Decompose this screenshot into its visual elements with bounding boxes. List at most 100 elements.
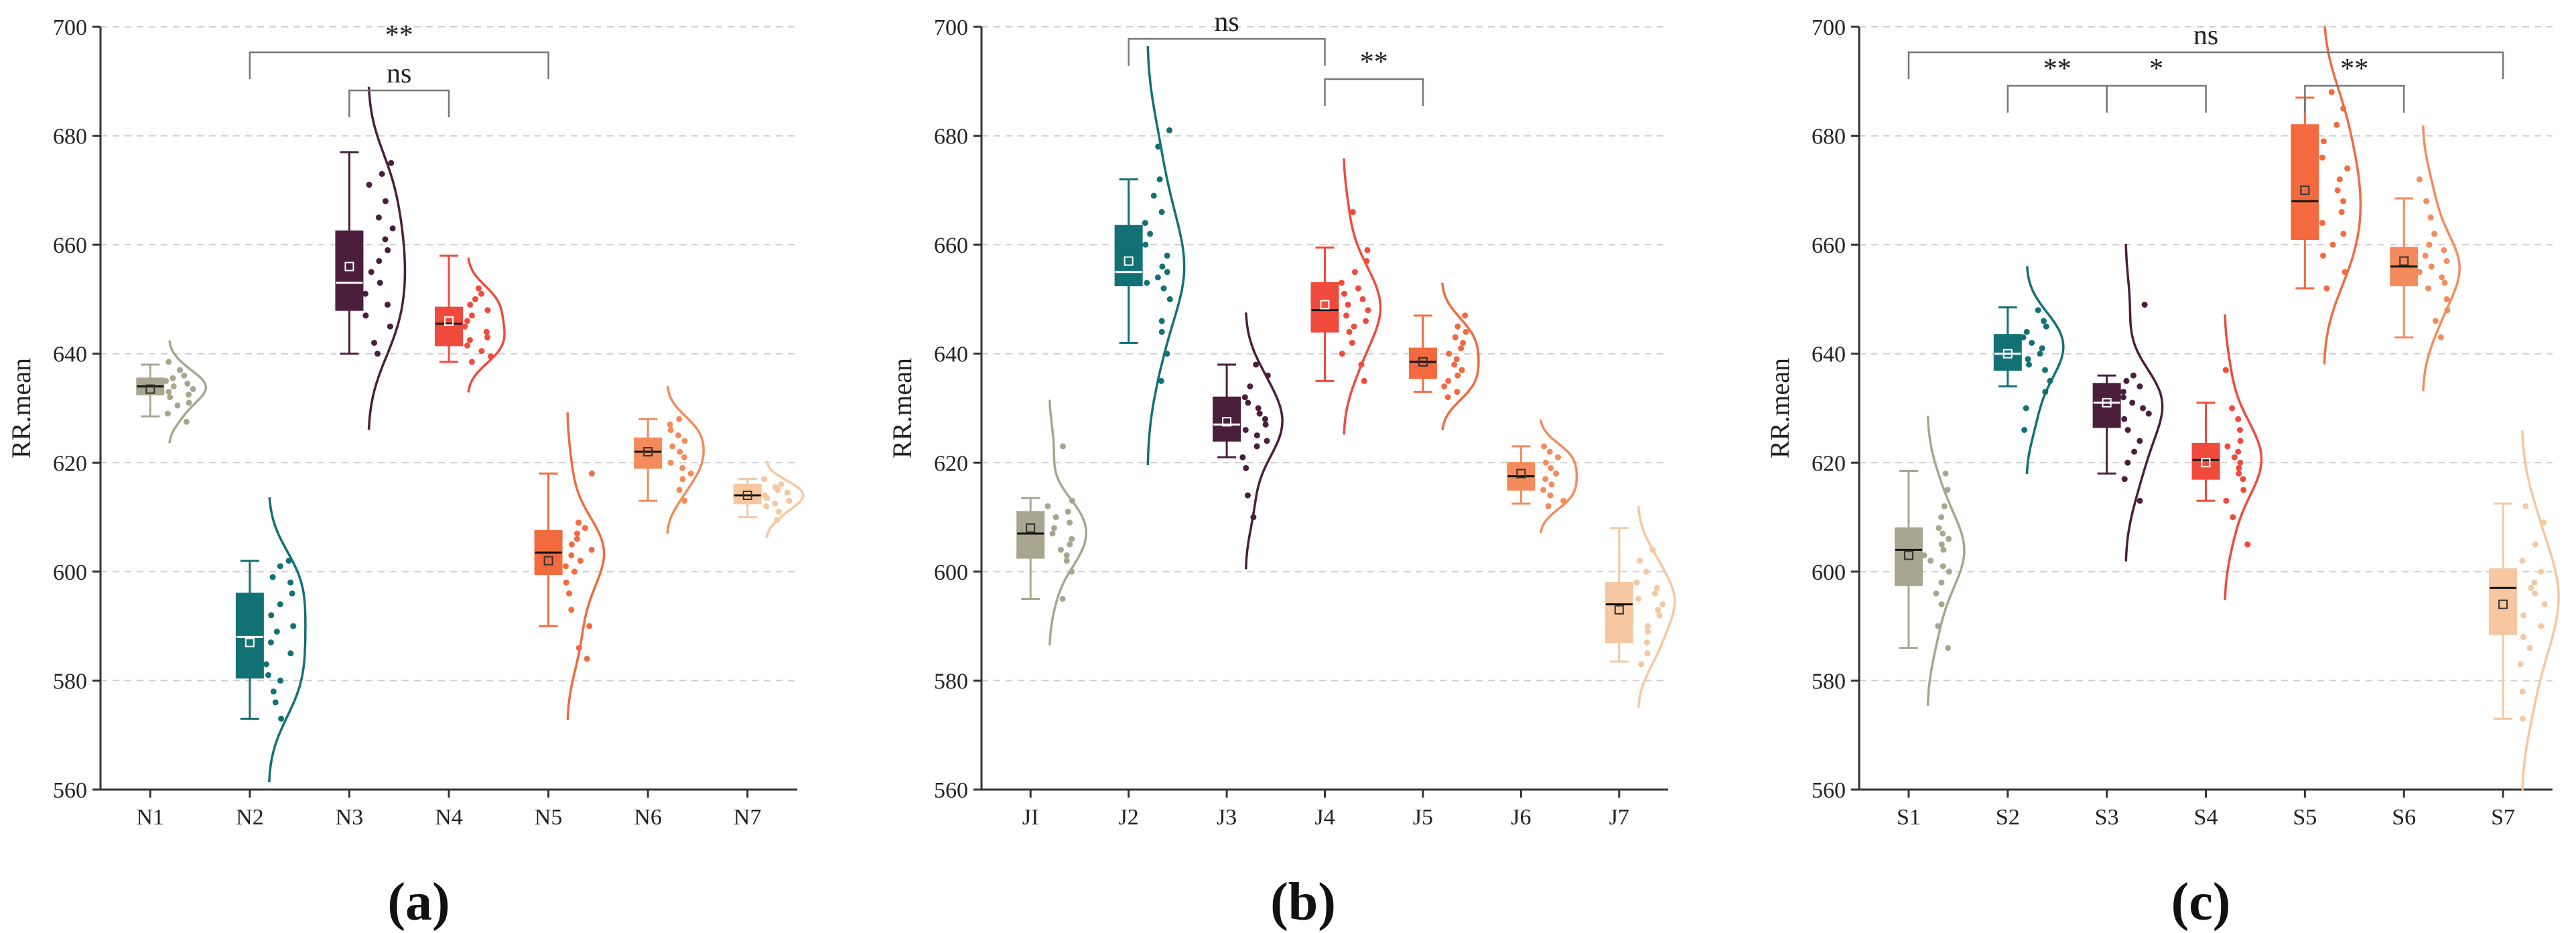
significance-bracket: ** (2007, 54, 2108, 113)
data-point (2130, 372, 2137, 379)
data-point (2338, 208, 2345, 215)
chart-panel-3: 560 580 600 620 640 660 680 700 RR.mean S1 S2 S3 S4 S… (1765, 15, 2560, 932)
data-point (1164, 252, 1170, 259)
data-point (2120, 389, 2126, 395)
data-point (2340, 231, 2347, 237)
data-point (2123, 377, 2130, 384)
data-point (675, 432, 681, 439)
data-point (2519, 688, 2526, 695)
x-tick-label: J7 (1609, 805, 1629, 830)
group-S7: S7 (2489, 430, 2560, 830)
data-point (1643, 568, 1649, 575)
data-point (277, 601, 283, 608)
data-point (1262, 416, 1268, 422)
data-point (1940, 546, 1947, 553)
bracket-line (2106, 84, 2207, 113)
data-point (676, 487, 683, 493)
group-J4: J4 (1310, 158, 1382, 830)
data-point (676, 416, 683, 422)
density-curve (765, 460, 805, 538)
data-point (2039, 345, 2045, 352)
y-axis-label: RR.mean (1765, 358, 1795, 458)
data-point (464, 318, 470, 324)
data-point (2441, 279, 2448, 286)
significance-bracket: * (2106, 54, 2207, 113)
x-tick-label: J4 (1314, 805, 1335, 830)
data-point (1363, 258, 1370, 264)
data-point (1154, 274, 1161, 281)
data-point (2137, 383, 2143, 389)
data-point (1462, 312, 1469, 319)
box (634, 437, 663, 469)
density-curve (467, 257, 506, 393)
x-tick-label: N7 (734, 805, 762, 830)
mean-marker (1903, 550, 1913, 560)
mean-marker (2498, 599, 2508, 609)
data-point (174, 402, 181, 409)
significance-bracket: ** (1324, 47, 1424, 106)
x-tick-label: N5 (535, 805, 563, 830)
data-point (1452, 334, 1459, 340)
data-point (2042, 367, 2048, 373)
data-point (1938, 579, 1945, 586)
data-point (1250, 514, 1257, 521)
data-point (1158, 208, 1165, 215)
group-J3: J3 (1213, 312, 1284, 830)
y-tick-label: 600 (1812, 560, 1846, 585)
y-tick-label: 600 (934, 560, 968, 585)
y-tick-label: 700 (934, 15, 968, 40)
data-point (466, 336, 473, 343)
data-point (375, 214, 382, 221)
data-point (1142, 220, 1148, 227)
group-S2: S2 (1993, 266, 2065, 830)
box (2191, 442, 2220, 480)
data-point (186, 391, 192, 398)
y-tick-label: 640 (1812, 343, 1846, 367)
data-point (2047, 377, 2053, 384)
data-point (1545, 503, 1552, 509)
data-point (2035, 307, 2041, 314)
data-point (2323, 285, 2330, 292)
data-point (573, 536, 580, 542)
density-curve (2224, 314, 2263, 601)
y-tick-label: 680 (1812, 125, 1846, 149)
data-point (563, 579, 569, 586)
panel-label: (c) (2171, 873, 2231, 932)
data-point (376, 258, 383, 264)
box (733, 483, 762, 505)
significance-bracket: ns (348, 58, 450, 117)
data-point (2224, 443, 2231, 450)
data-point (1264, 438, 1270, 444)
data-point (1933, 590, 1940, 597)
data-point (571, 568, 578, 575)
y-tick-label: 660 (53, 233, 87, 258)
data-point (285, 558, 292, 564)
data-point (1351, 269, 1358, 275)
chart-panel-2: 560 580 600 620 640 660 680 700 RR.mean JI J2 J3 J4 J… (887, 7, 1676, 932)
data-point (2528, 584, 2534, 591)
data-point (1938, 601, 1945, 608)
mean-marker (2300, 185, 2310, 195)
data-point (588, 546, 595, 553)
data-point (763, 503, 770, 509)
data-point (362, 312, 369, 319)
box (1114, 225, 1143, 287)
data-point (1365, 307, 1371, 314)
data-point (2531, 579, 2538, 586)
data-point (786, 497, 793, 504)
density-curve (1926, 416, 1966, 706)
data-point (1063, 552, 1070, 558)
box (2291, 124, 2319, 241)
data-point (1940, 563, 1946, 570)
significance-bracket: ** (2304, 54, 2405, 113)
data-point (1945, 645, 1952, 651)
data-point (1349, 340, 1355, 346)
data-point (1069, 568, 1075, 575)
data-point (568, 552, 575, 558)
data-point (2042, 389, 2049, 395)
box (1605, 582, 1633, 643)
data-point (163, 377, 170, 384)
data-point (761, 476, 768, 483)
data-point (1644, 650, 1651, 657)
data-point (1454, 372, 1461, 379)
